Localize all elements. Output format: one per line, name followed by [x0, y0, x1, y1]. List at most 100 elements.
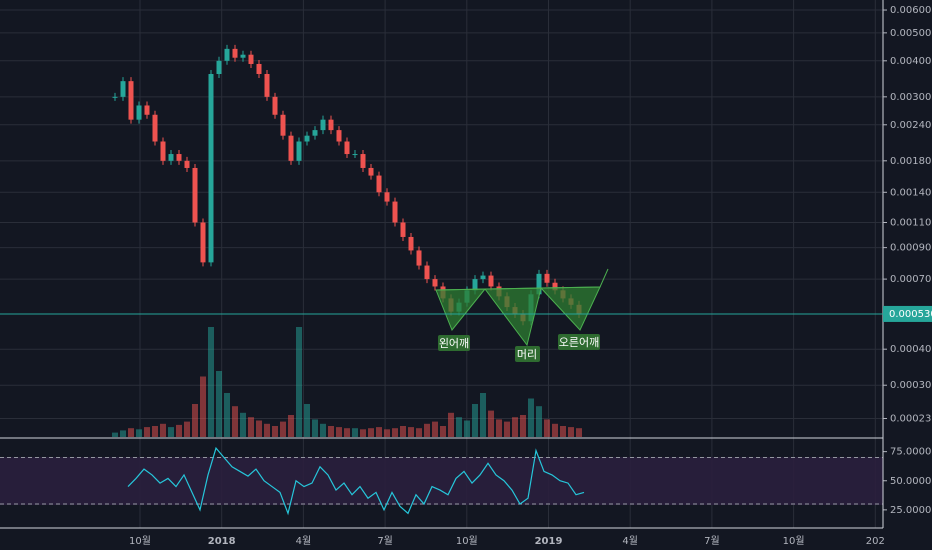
candle	[112, 96, 118, 98]
volume-bar	[288, 415, 294, 437]
volume-bar	[176, 424, 182, 437]
volume-bar	[272, 426, 278, 437]
volume-bar	[440, 426, 446, 437]
volume-bar	[128, 428, 134, 437]
volume-bar	[296, 327, 302, 437]
candle	[536, 273, 542, 295]
volume-bar	[312, 419, 318, 437]
y-tick-label: 0.000230	[890, 413, 932, 424]
volume-bar	[192, 404, 198, 437]
candle	[544, 273, 550, 283]
volume-bar	[544, 419, 550, 437]
candle	[416, 250, 422, 266]
volume-bar	[472, 404, 478, 437]
volume-bar	[136, 429, 142, 437]
candle	[360, 154, 366, 168]
volume-bar	[408, 427, 414, 437]
candle	[176, 154, 182, 161]
neckline	[435, 286, 601, 291]
candle	[408, 236, 414, 251]
candle	[264, 74, 270, 97]
candle	[424, 265, 430, 280]
annotation: 오른어깨	[559, 336, 599, 349]
candle	[328, 119, 334, 131]
x-tick-label: 7월	[704, 535, 720, 547]
volume-bar	[520, 415, 526, 437]
candle	[400, 222, 406, 237]
candle	[232, 48, 238, 58]
x-tick-label: 2019	[535, 536, 563, 547]
rsi-band	[0, 457, 883, 505]
volume-bar	[432, 421, 438, 437]
annotation: 머리	[517, 348, 537, 361]
head-shoulders-pattern	[435, 268, 609, 347]
volume-bar	[144, 427, 150, 437]
annotation: 왼어깨	[439, 336, 469, 350]
candle	[472, 279, 478, 291]
candle	[432, 279, 438, 287]
candle	[312, 130, 318, 136]
candle	[184, 160, 190, 168]
candle	[304, 135, 310, 142]
volume-bar	[248, 417, 254, 437]
volume-bar	[120, 430, 126, 437]
volume-bar	[456, 417, 462, 437]
volume-bar	[360, 429, 366, 437]
volume-bar	[416, 428, 422, 437]
volume-bar	[488, 410, 494, 437]
volume-bar	[152, 426, 158, 437]
candle	[136, 105, 142, 120]
annotation-box	[558, 334, 600, 350]
volume-bar	[576, 428, 582, 437]
volume-bar	[480, 393, 486, 437]
volume-bar	[240, 412, 246, 437]
volume-bar	[344, 428, 350, 437]
volume-bar	[568, 427, 574, 437]
candle	[224, 48, 230, 61]
volume-bar	[216, 371, 222, 437]
annotation-box	[515, 346, 540, 362]
volume-bar	[392, 428, 398, 437]
x-tick-label: 202	[866, 536, 885, 547]
annotations: 왼어깨 머리 오른어깨	[438, 334, 600, 362]
x-tick-label: 10월	[129, 535, 151, 547]
candle	[240, 54, 246, 58]
x-tick-label: 10월	[456, 535, 478, 547]
candle	[352, 154, 358, 156]
candle	[168, 154, 174, 161]
y-tick-label: 50.0000	[890, 476, 931, 487]
rsi-line	[127, 446, 585, 516]
candle	[280, 114, 286, 136]
candle	[376, 175, 382, 193]
last-price-label: 0.000530	[889, 309, 932, 320]
volume-bar	[496, 419, 502, 437]
x-tick-label: 7월	[377, 535, 393, 547]
volume-bar	[304, 404, 310, 437]
volume-bar	[200, 376, 206, 437]
candle	[336, 130, 342, 142]
candle	[160, 141, 166, 161]
candle	[480, 275, 486, 280]
volume-bar	[280, 421, 286, 437]
volume-bar	[384, 429, 390, 437]
volume-bar	[368, 428, 374, 437]
volume-bar	[424, 423, 430, 437]
volume-bar	[336, 427, 342, 437]
x-tick-label: 4월	[622, 535, 638, 547]
volume-bar	[184, 421, 190, 437]
volume-bar	[328, 426, 334, 437]
candle	[320, 119, 326, 131]
volume-bar	[208, 327, 214, 437]
volume-bar	[168, 427, 174, 437]
